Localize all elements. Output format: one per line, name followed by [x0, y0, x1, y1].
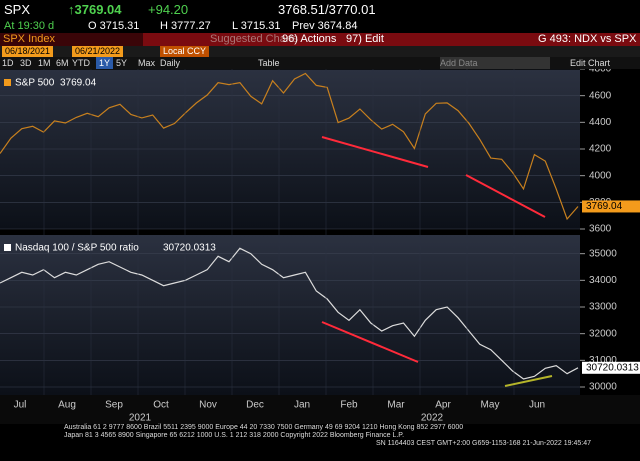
legend-swatch	[4, 244, 11, 251]
quote-bar: SPX ↑3769.04 +94.20 3768.51/3770.01	[0, 0, 640, 20]
time: At 19:30 d	[4, 20, 55, 32]
low: L 3715.31	[232, 20, 281, 32]
bid-ask: 3768.51/3770.01	[278, 2, 376, 17]
period-button[interactable]: 1Y	[96, 57, 114, 69]
pane-bottom	[0, 235, 580, 395]
end-date[interactable]: 06/21/2022	[72, 46, 124, 57]
y-tick-label: 34000	[589, 275, 617, 286]
x-tick-label: Aug	[58, 400, 76, 411]
high: H 3777.27	[160, 20, 211, 32]
y-tick-label: 30000	[589, 382, 617, 393]
quote-details: At 19:30 d O 3715.31 H 3777.27 L 3715.31…	[0, 20, 640, 32]
trendline	[321, 136, 429, 168]
x-tick-label: Oct	[153, 400, 169, 411]
x-tick-label: Sep	[105, 400, 123, 411]
x-tick-label: Dec	[246, 400, 264, 411]
series-line	[0, 247, 579, 380]
period-button[interactable]: 3D	[20, 58, 32, 68]
toolbar: SPX Index Suggested Charts 96) Actions 9…	[0, 33, 640, 46]
y-tick-label: 4000	[589, 170, 612, 181]
x-tick-label: Jun	[529, 400, 545, 411]
function: G 493: NDX vs SPX	[538, 33, 637, 45]
x-tick-label: Feb	[340, 400, 358, 411]
period-button[interactable]: Edit Chart	[570, 58, 611, 68]
y-tick-label: 33000	[589, 302, 617, 313]
x-tick-label: Nov	[199, 400, 217, 411]
suggested[interactable]: Suggested Charts	[210, 33, 299, 45]
period-button[interactable]: Table	[258, 58, 280, 68]
y-tick-label: 4600	[589, 90, 612, 101]
period-button[interactable]: 5Y	[116, 58, 128, 68]
period-button[interactable]: Add Data	[440, 57, 550, 69]
period-button[interactable]: Daily	[160, 58, 181, 68]
footer: Australia 61 2 9777 8600 Brazil 5511 239…	[0, 424, 640, 461]
year-label: 2022	[421, 413, 444, 424]
x-axis-band	[0, 395, 640, 424]
last-value-tag	[582, 361, 640, 374]
period-row: 1D 3D 1M 6M YTD 1Y 5Y Max Daily Table Add Data Edit…	[0, 57, 640, 69]
open: O 3715.31	[88, 20, 140, 32]
ticker: SPX	[4, 2, 31, 17]
y-tick-label: 4200	[589, 144, 612, 155]
date-row: 06/18/2021 06/21/2022 Local CCY	[0, 46, 640, 57]
y-tick-label: 31000	[589, 355, 617, 366]
actions[interactable]: 96) Actions	[282, 33, 337, 45]
period-button[interactable]: 6M	[56, 58, 69, 68]
last-value-label: 30720.0313	[586, 362, 639, 373]
y-tick-label: 35000	[589, 248, 617, 259]
prev: Prev 3674.84	[292, 20, 358, 32]
y-tick-label: 3600	[589, 224, 612, 235]
y-tick-label: 32000	[589, 328, 617, 339]
period-button[interactable]: Max	[138, 58, 156, 68]
series-line	[0, 72, 579, 221]
period-button[interactable]: YTD	[72, 58, 90, 68]
trendline	[465, 174, 546, 218]
trendline	[504, 375, 553, 387]
trendline	[321, 321, 419, 363]
x-tick-label: Mar	[387, 400, 405, 411]
chart-area: S&P 500 3769.04 Nasdaq 100 / S&P 500 rat…	[0, 69, 640, 424]
legend-name: Nasdaq 100 / S&P 500 ratio	[15, 243, 139, 254]
x-tick-label: Jul	[14, 400, 27, 411]
footer-line: Australia 61 2 9777 8600 Brazil 5511 239…	[64, 424, 464, 431]
last-price: ↑3769.04	[68, 2, 122, 17]
period-button[interactable]: 1D	[2, 58, 14, 68]
y-tick-label: 4800	[589, 69, 612, 75]
change: +94.20	[148, 2, 189, 17]
start-date[interactable]: 06/18/2021	[2, 46, 54, 57]
x-tick-label: Apr	[435, 400, 451, 411]
footer-line: SN 1164403 CEST GMT+2:00 G659-1153-168 2…	[376, 440, 592, 447]
year-label: 2021	[129, 413, 152, 424]
legend-value: 3769.04	[60, 78, 97, 89]
edit[interactable]: 97) Edit	[346, 33, 384, 45]
pane-top	[0, 70, 580, 229]
legend-swatch	[4, 79, 11, 86]
security[interactable]: SPX Index	[0, 33, 143, 46]
legend-name: S&P 500	[15, 78, 55, 89]
x-tick-label: May	[481, 400, 500, 411]
last-value-label: 3769.04	[586, 201, 623, 212]
legend-value: 30720.0313	[163, 243, 216, 254]
footer-line: Japan 81 3 4565 8900 Singapore 65 6212 1…	[64, 432, 405, 439]
last-value-tag	[582, 200, 640, 213]
currency[interactable]: Local CCY	[160, 46, 210, 57]
x-tick-label: Jan	[294, 400, 310, 411]
period-button[interactable]: 1M	[38, 58, 51, 68]
y-tick-label: 4400	[589, 117, 612, 128]
